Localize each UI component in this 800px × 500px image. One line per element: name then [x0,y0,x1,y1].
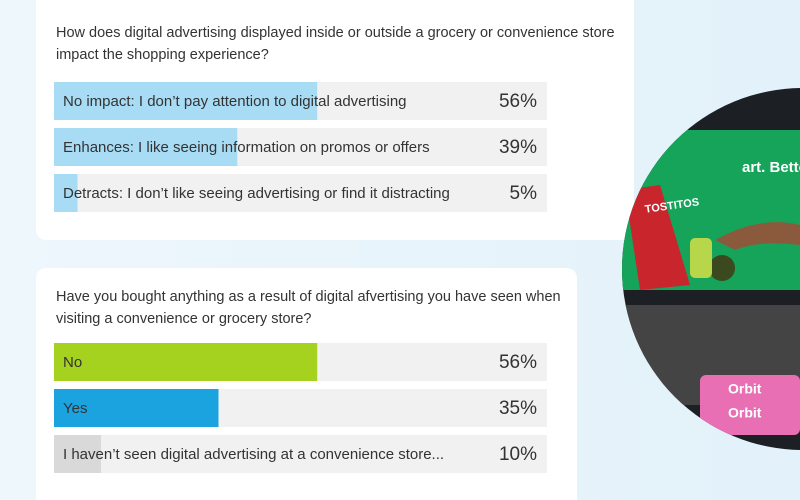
percent-label: 56% [499,91,537,112]
text-line: Have you bought anything as a result of … [56,289,561,305]
option-label: Detracts: I don’t like seeing advertisin… [63,185,450,202]
bar [54,435,101,473]
percent-label: 5% [510,183,538,204]
percent-label: 10% [499,444,537,465]
bar [54,82,318,120]
option-label: Enhances: I like seeing information on p… [63,139,430,156]
text-line: impact the shopping experience? [56,47,269,63]
bar [54,343,318,381]
photo-brand: Orbit [728,381,762,397]
percent-label: 39% [499,137,537,158]
option-label: Yes [63,400,87,417]
option-label: No impact: I don’t pay attention to digi… [63,93,407,110]
bar-track [54,435,547,473]
bar [54,128,238,166]
percent-label: 35% [499,398,537,419]
question: Have you bought anything as a result of … [56,289,561,327]
photo-headline: art. Better together. [742,159,800,176]
option-label: I haven’t seen digital advertising at a … [63,446,444,463]
text-line: visiting a convenience or grocery store? [56,311,312,327]
percent-label: 56% [499,352,537,373]
text-line: How does digital advertising displayed i… [56,25,615,41]
bar [54,174,78,212]
bar [54,389,219,427]
bar-track [54,174,547,212]
question: How does digital advertising displayed i… [56,25,615,63]
photo-brand: Orbit [728,405,762,421]
option-label: No [63,354,82,371]
